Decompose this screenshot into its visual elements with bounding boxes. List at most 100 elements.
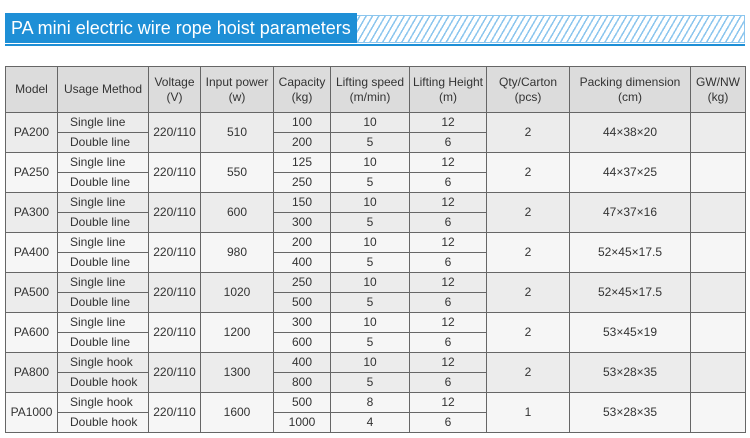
column-header: Model [5, 66, 58, 113]
speed-cell: 5 [330, 372, 410, 393]
column-header: Qty/Carton (pcs) [486, 66, 570, 113]
power-cell: 510 [200, 112, 274, 153]
header-line: (m) [439, 89, 457, 104]
header-line: (kg) [707, 89, 729, 104]
header-line: (pcs) [514, 89, 542, 104]
gw-nw-cell [690, 112, 746, 153]
header-row: Model Usage Method Voltage (V) Input power (w… [5, 66, 746, 113]
height-cell: 12 [409, 232, 487, 253]
parameter-table: Model Usage Method Voltage (V) Input power (w… [5, 66, 746, 433]
capacity-cell: 400 [273, 352, 331, 373]
table-row: Double line 400 5 6 [6, 252, 746, 273]
usage-method-cell: Single line [57, 232, 149, 253]
qty-cell: 2 [486, 312, 570, 353]
usage-method-cell: Double line [57, 212, 149, 233]
speed-cell: 5 [330, 332, 410, 353]
qty-cell: 2 [486, 112, 570, 153]
speed-cell: 10 [330, 232, 410, 253]
usage-method-cell: Single line [57, 312, 149, 333]
banner: PA mini electric wire rope hoist paramet… [5, 13, 745, 46]
gw-nw-cell [690, 272, 746, 313]
usage-method-cell: Double line [57, 172, 149, 193]
table-row: PA400 Single line 220/110 980 200 10 12 2 52×45×… [5, 232, 746, 273]
capacity-cell: 500 [273, 392, 331, 413]
voltage-cell: 220/110 [148, 192, 201, 233]
header-line: (V) [166, 89, 183, 104]
usage-method-cell: Single line [57, 192, 149, 213]
packing-cell: 44×38×20 [569, 112, 691, 153]
column-header: Input power (w) [200, 66, 274, 113]
capacity-cell: 125 [273, 152, 331, 173]
height-cell: 6 [409, 132, 487, 153]
height-cell: 12 [409, 312, 487, 333]
height-cell: 6 [409, 332, 487, 353]
qty-cell: 2 [486, 352, 570, 393]
qty-cell: 2 [486, 192, 570, 233]
power-cell: 600 [200, 192, 274, 233]
packing-cell: 44×37×25 [569, 152, 691, 193]
speed-cell: 10 [330, 192, 410, 213]
table-row: PA600 Single line 220/110 1200 300 10 12 2 53×45… [5, 312, 746, 353]
power-cell: 550 [200, 152, 274, 193]
voltage-cell: 220/110 [148, 152, 201, 193]
usage-method-cell: Single line [57, 152, 149, 173]
usage-method-cell: Double line [57, 332, 149, 353]
speed-cell: 5 [330, 132, 410, 153]
qty-cell: 2 [486, 152, 570, 193]
speed-cell: 10 [330, 112, 410, 133]
capacity-cell: 200 [273, 232, 331, 253]
capacity-cell: 1000 [273, 412, 331, 433]
usage-method-cell: Single hook [57, 352, 149, 373]
height-cell: 6 [409, 252, 487, 273]
column-header: GW/NW (kg) [690, 66, 746, 113]
header-line: (cm) [618, 89, 642, 104]
voltage-cell: 220/110 [148, 392, 201, 433]
speed-cell: 10 [330, 152, 410, 173]
usage-method-cell: Double line [57, 292, 149, 313]
header-line: Voltage [154, 74, 195, 89]
table-row: Double line 500 5 6 [6, 292, 746, 313]
capacity-cell: 600 [273, 332, 331, 353]
speed-cell: 8 [330, 392, 410, 413]
speed-cell: 4 [330, 412, 410, 433]
header-line: Model [15, 82, 48, 96]
usage-method-cell: Double line [57, 132, 149, 153]
capacity-cell: 400 [273, 252, 331, 273]
header-line: GW/NW [696, 74, 740, 89]
voltage-cell: 220/110 [148, 232, 201, 273]
usage-method-cell: Single line [57, 112, 149, 133]
power-cell: 1020 [200, 272, 274, 313]
height-cell: 12 [409, 352, 487, 373]
packing-cell: 53×28×35 [569, 392, 691, 433]
model-cell: PA300 [5, 192, 58, 233]
capacity-cell: 100 [273, 112, 331, 133]
table-row: PA500 Single line 220/110 1020 250 10 12 2 52×45… [5, 272, 746, 313]
packing-cell: 52×45×17.5 [569, 272, 691, 313]
capacity-cell: 800 [273, 372, 331, 393]
table-row: PA200 Single line 220/110 510 100 10 12 2 44×38×… [5, 112, 746, 153]
usage-method-cell: Double hook [57, 412, 149, 433]
speed-cell: 5 [330, 172, 410, 193]
speed-cell: 5 [330, 292, 410, 313]
usage-method-cell: Double hook [57, 372, 149, 393]
speed-cell: 10 [330, 352, 410, 373]
height-cell: 12 [409, 112, 487, 133]
model-cell: PA500 [5, 272, 58, 313]
model-cell: PA250 [5, 152, 58, 193]
packing-cell: 52×45×17.5 [569, 232, 691, 273]
capacity-cell: 200 [273, 132, 331, 153]
capacity-cell: 500 [273, 292, 331, 313]
column-header: Packing dimension (cm) [569, 66, 691, 113]
gw-nw-cell [690, 352, 746, 393]
height-cell: 12 [409, 272, 487, 293]
table-row: Double line 300 5 6 [6, 212, 746, 233]
header-line: Capacity [278, 74, 326, 89]
column-header: Lifting Height (m) [409, 66, 487, 113]
qty-cell: 2 [486, 232, 570, 273]
capacity-cell: 150 [273, 192, 331, 213]
qty-cell: 1 [486, 392, 570, 433]
voltage-cell: 220/110 [148, 112, 201, 153]
header-line: Lifting Height [412, 74, 484, 89]
power-cell: 1200 [200, 312, 274, 353]
packing-cell: 53×45×19 [569, 312, 691, 353]
